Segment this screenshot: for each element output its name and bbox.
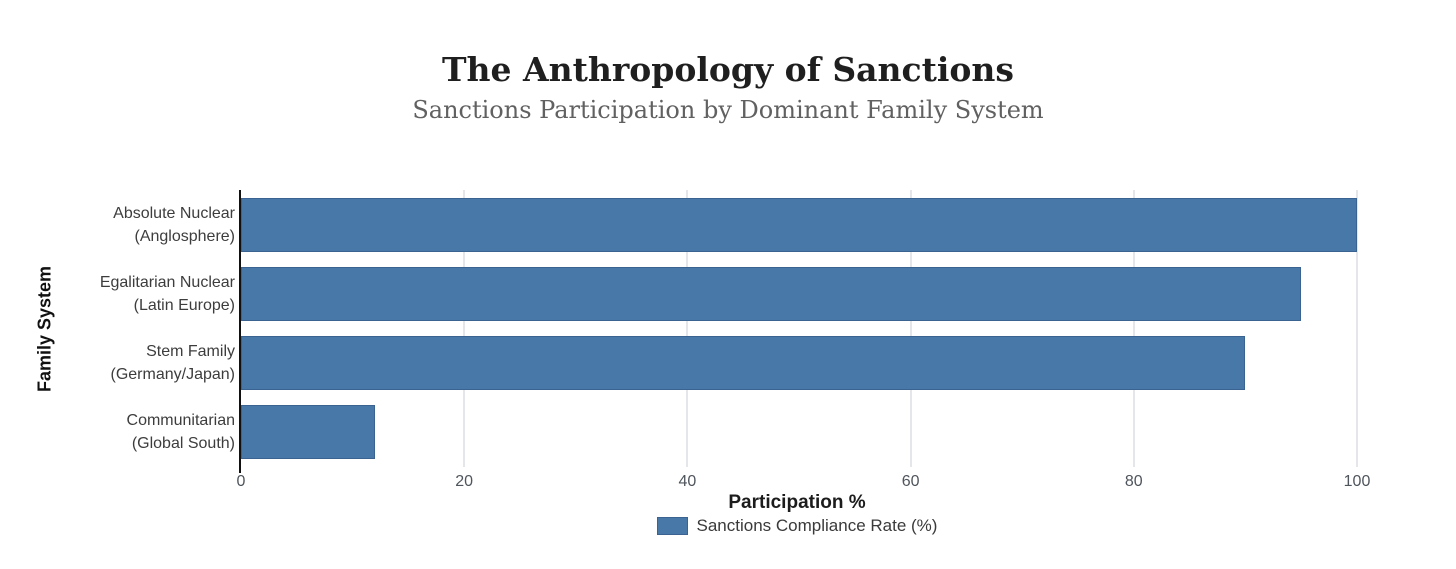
gridline [463,190,466,467]
x-axis-zero-tick [239,467,241,473]
legend-swatch [656,517,688,535]
legend: Sanctions Compliance Rate (%) [239,516,1355,536]
bar [241,266,1302,321]
gridline [1132,190,1135,467]
plot-area: 0 20 40 60 80 100 Absolute Nuclear (Anglosphere… [100,190,1370,490]
x-tick-label: 80 [1124,473,1143,490]
x-axis-label: Participation % [728,492,866,513]
bar [241,405,375,460]
gridline [686,190,689,467]
gridline [909,190,912,467]
category-label: Absolute Nuclear (Anglosphere) [113,204,235,245]
x-tick-label: 100 [1343,473,1371,490]
chart-subtitle: Sanctions Participation by Dominant Fami… [412,96,1044,124]
x-axis-label-row: Participation % [239,492,1355,514]
gridline [1356,190,1358,467]
bar [241,336,1246,391]
category-label: Communitarian (Global South) [126,412,235,453]
bar [241,197,1357,252]
legend-label: Sanctions Compliance Rate (%) [696,516,938,535]
x-tick-label: 40 [678,473,697,490]
category-label: Egalitarian Nuclear (Latin Europe) [99,273,235,314]
chart-title: The Anthropology of Sanctions [442,50,1014,89]
x-tick-label: 0 [236,473,246,490]
x-tick-label: 60 [901,473,920,490]
category-label: Stem Family (Germany/Japan) [110,343,236,384]
x-tick-label: 20 [455,473,474,490]
